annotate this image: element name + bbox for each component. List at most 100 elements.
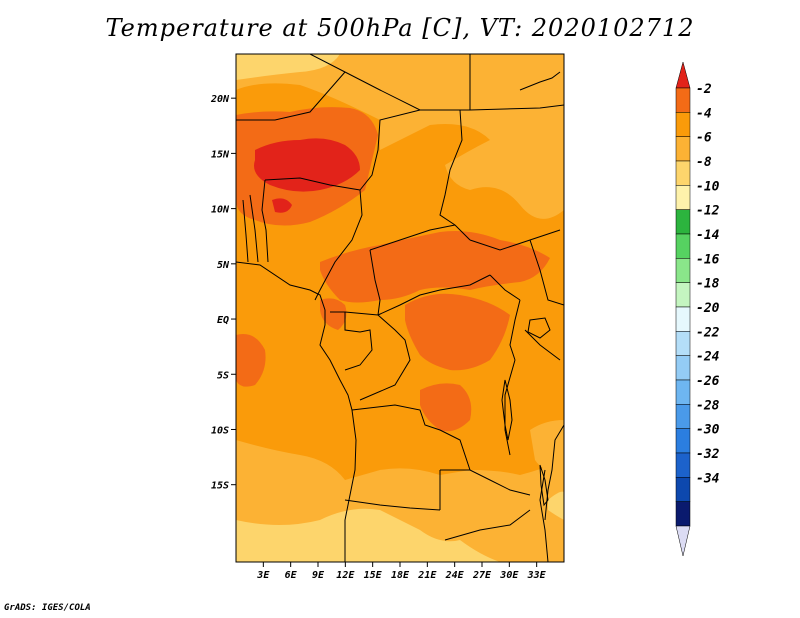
- border-southsudan-drc: [489, 274, 521, 301]
- lat-tick-label: EQ: [217, 315, 229, 326]
- border-ethiopia: [529, 239, 564, 306]
- colorbar-bin: [675, 282, 691, 308]
- field-minus4-west: [320, 298, 347, 330]
- colorbar-bin: [675, 428, 691, 454]
- border-benin: [249, 194, 259, 263]
- colorbar-bin: [675, 112, 691, 137]
- colorbar-bin: [675, 209, 691, 235]
- lon-tick-label: 24E: [445, 570, 465, 581]
- colorbar-label: -26: [696, 374, 720, 389]
- axis-ticks: 3E 6E 9E 12E 15E 18E 21E 24E 27E 30E 33E 20N 15N 10N 5…: [210, 94, 547, 581]
- colorbar-bin: [675, 525, 691, 557]
- field-minus10-east: [548, 491, 564, 520]
- lat-tick-label: 5S: [217, 370, 229, 381]
- lat-tick-label: 5N: [217, 260, 230, 271]
- border-angola-namibia: [344, 499, 441, 511]
- field-minus10-north: [236, 54, 340, 80]
- field-minus4-central: [320, 231, 550, 303]
- border-gabon-congo: [344, 312, 373, 371]
- colorbar-label: -30: [696, 423, 720, 438]
- lat-tick-label: 20N: [210, 94, 230, 105]
- lon-tick-label: 30E: [499, 570, 519, 581]
- colorbar-bin: [675, 501, 691, 527]
- border-congo-drc: [359, 314, 411, 401]
- colorbar-bin: [675, 477, 691, 502]
- nile-delta-coast: [519, 71, 561, 91]
- colorbar-label: -6: [696, 131, 712, 146]
- field-minus8-east: [530, 420, 564, 472]
- field-minus4-kasai: [420, 383, 472, 432]
- border-drc-uganda: [509, 299, 521, 361]
- colorbar-label: -8: [696, 155, 712, 170]
- colorbar-bin: [675, 379, 691, 405]
- border-zambia: [440, 469, 531, 496]
- lon-tick-label: 21E: [417, 570, 437, 581]
- colorbar-label: -22: [696, 325, 720, 340]
- field-minus2-core: [254, 138, 360, 192]
- lat-tick-label: 15N: [211, 149, 230, 160]
- field-minus2-small: [272, 198, 292, 213]
- colorbar-label: -2: [696, 82, 712, 97]
- map-title: Temperature at 500hPa [C], VT: 202010271…: [105, 14, 695, 42]
- colorbar-bin: [675, 404, 691, 429]
- lon-tick-label: 15E: [364, 570, 383, 581]
- colorbar-bin: [675, 160, 691, 186]
- colorbar-bin: [675, 452, 691, 478]
- border-niger-chad: [359, 109, 421, 191]
- border-kenya-tanzania: [524, 329, 561, 361]
- colorbar-label: -24: [696, 350, 720, 365]
- border-car-drc: [377, 274, 491, 316]
- colorbar-bin: [675, 258, 691, 283]
- lon-tick-label: 27E: [472, 570, 492, 581]
- field-minus4-gabon: [236, 334, 266, 387]
- colorbar-bin: [675, 87, 691, 113]
- border-drc-tanzania: [504, 359, 516, 456]
- colorbar-label: -10: [696, 179, 720, 194]
- border-nigeria-cameroon: [314, 189, 363, 301]
- colorbar: -2 -4 -6 -8 -10 -12 -14 -16 -18 -20 -22 -24 -26 -28 -3…: [675, 61, 720, 557]
- temperature-field: [236, 54, 564, 562]
- field-minus4-congo: [405, 293, 510, 371]
- coastline-west-africa: [236, 261, 357, 562]
- colorbar-label: -14: [696, 228, 720, 243]
- lon-tick-label: 3E: [256, 570, 270, 581]
- colorbar-bin: [675, 61, 691, 89]
- field-minus10-south: [236, 508, 500, 562]
- colorbar-bin: [675, 185, 691, 210]
- border-zambia-zimbabwe: [444, 509, 531, 541]
- colorbar-label: -16: [696, 252, 720, 267]
- border-sudan-southsudan: [469, 229, 561, 251]
- colorbar-bin: [675, 233, 691, 259]
- lon-tick-label: 33E: [527, 570, 547, 581]
- border-mozambique: [539, 469, 549, 562]
- colorbar-label: -32: [696, 447, 720, 462]
- border-mali-niger: [236, 71, 346, 121]
- colorbar-bin: [675, 136, 691, 162]
- border-nigeria-west: [261, 179, 269, 263]
- colorbar-label: -28: [696, 398, 720, 413]
- colorbar-bin: [675, 355, 691, 381]
- colorbar-label: -12: [696, 204, 720, 219]
- colorbar-label: -18: [696, 277, 720, 292]
- coastline-east-africa: [544, 424, 564, 521]
- colorbar-label: -20: [696, 301, 720, 316]
- lat-tick-label: 15S: [211, 481, 229, 492]
- lon-tick-label: 12E: [336, 570, 355, 581]
- border-algeria-niger-libya: [309, 54, 470, 111]
- colorbar-bin: [675, 306, 691, 332]
- colorbar-bin: [675, 331, 691, 356]
- lon-tick-label: 6E: [285, 570, 298, 581]
- grads-credit: GrADS: IGES/COLA: [4, 603, 91, 613]
- colorbar-label: -34: [696, 471, 720, 486]
- lat-tick-label: 10N: [211, 205, 230, 216]
- colorbar-label: -4: [696, 106, 712, 121]
- lat-tick-label: 10S: [211, 425, 229, 436]
- border-drc-angola: [351, 404, 471, 471]
- border-niger-nigeria: [264, 177, 361, 191]
- border-togo-ghana: [242, 199, 249, 263]
- lake-victoria: [527, 317, 551, 339]
- border-egypt-sudan: [469, 104, 564, 111]
- field-minus8-north: [236, 54, 564, 219]
- country-boundaries: [236, 54, 564, 562]
